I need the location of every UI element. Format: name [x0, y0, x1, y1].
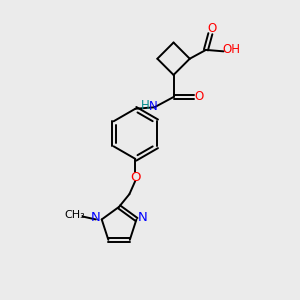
Text: O: O: [195, 91, 204, 103]
Text: H: H: [141, 99, 150, 112]
Text: N: N: [148, 100, 157, 113]
Text: N: N: [90, 212, 100, 224]
Text: N: N: [138, 212, 148, 224]
Text: O: O: [207, 22, 217, 35]
Text: CH₃: CH₃: [64, 210, 85, 220]
Text: O: O: [130, 172, 140, 184]
Text: OH: OH: [223, 44, 241, 56]
